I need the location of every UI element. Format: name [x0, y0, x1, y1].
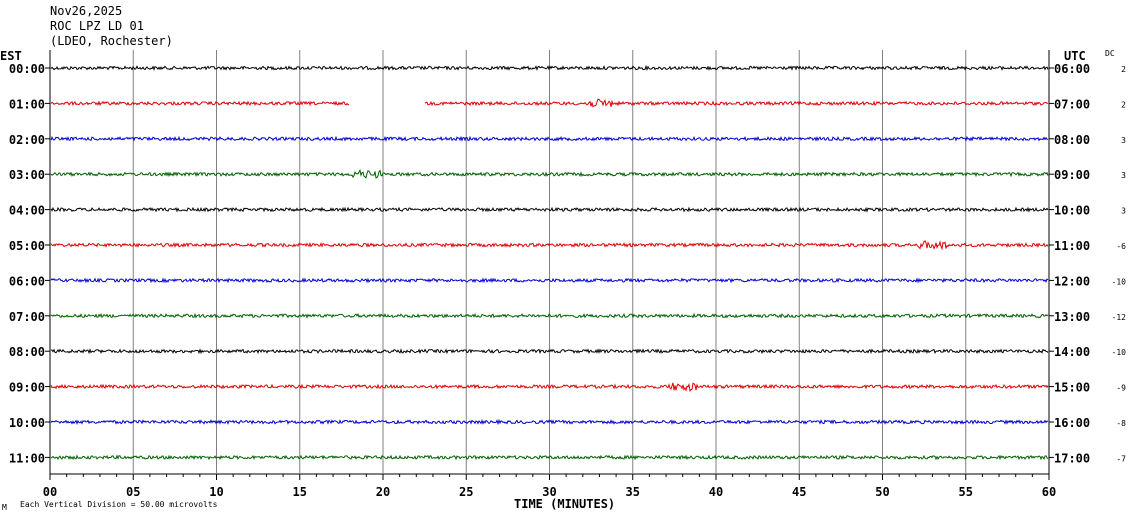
- est-time-label: 11:00: [9, 451, 45, 465]
- x-tick-label: 30: [542, 485, 556, 499]
- trace-0000: [50, 64, 1049, 72]
- dc-offset-value: -8: [1116, 419, 1126, 428]
- header-network: (LDEO, Rochester): [50, 34, 173, 48]
- utc-time-label: 08:00: [1054, 133, 1090, 147]
- trace-1100: [50, 454, 1049, 461]
- est-time-label: 03:00: [9, 168, 45, 182]
- dc-offset-value: -7: [1116, 454, 1126, 463]
- trace-0500: [50, 239, 1049, 251]
- est-time-label: 08:00: [9, 345, 45, 359]
- x-tick-label: 10: [209, 485, 223, 499]
- x-tick-label: 50: [875, 485, 889, 499]
- trace-1000: [50, 418, 1049, 426]
- dc-offset-value: -10: [1112, 348, 1127, 357]
- traces: [50, 64, 1049, 461]
- dc-offset-value: -6: [1116, 242, 1126, 251]
- est-time-label: 09:00: [9, 381, 45, 395]
- x-tick-label: 45: [792, 485, 806, 499]
- trace-0900: [50, 382, 1049, 392]
- est-label: EST: [0, 49, 22, 63]
- dc-offset-value: 2: [1121, 65, 1126, 74]
- dc-offset-value: 2: [1121, 100, 1126, 109]
- x-tick-label: 40: [709, 485, 723, 499]
- dc-label: DC: [1105, 49, 1115, 58]
- dc-offset-value: 3: [1121, 207, 1126, 216]
- dc-offset-value: -10: [1112, 277, 1127, 286]
- x-tick-label: 20: [376, 485, 390, 499]
- x-tick-label: 00: [43, 485, 57, 499]
- axis-labels: 00 05 10 15 20 25 30 35 40 45 50 55 60 00:00 06:00 2 01:…: [9, 62, 1126, 499]
- trace-0800: [50, 348, 1049, 355]
- est-time-label: 05:00: [9, 239, 45, 253]
- utc-time-label: 10:00: [1054, 204, 1090, 218]
- x-axis-title: TIME (MINUTES): [514, 497, 615, 511]
- est-time-label: 06:00: [9, 274, 45, 288]
- trace-0700: [50, 312, 1049, 319]
- dc-offset-value: -9: [1116, 384, 1126, 393]
- corner-mark: M: [2, 503, 7, 512]
- trace-0600: [50, 277, 1049, 284]
- est-time-label: 07:00: [9, 310, 45, 324]
- est-time-label: 10:00: [9, 416, 45, 430]
- utc-label: UTC: [1064, 49, 1086, 63]
- trace-0300: [50, 168, 1049, 179]
- utc-time-label: 12:00: [1054, 274, 1090, 288]
- est-time-label: 04:00: [9, 204, 45, 218]
- dc-offset-value: 3: [1121, 171, 1126, 180]
- trace-0100: [424, 98, 1049, 108]
- utc-time-label: 17:00: [1054, 451, 1090, 465]
- utc-time-label: 09:00: [1054, 168, 1090, 182]
- trace-0200: [50, 135, 1049, 142]
- est-time-label: 01:00: [9, 97, 45, 111]
- utc-time-label: 16:00: [1054, 416, 1090, 430]
- dc-offset-value: 3: [1121, 136, 1126, 145]
- trace-0100: [50, 100, 350, 107]
- x-tick-label: 05: [126, 485, 140, 499]
- utc-time-label: 07:00: [1054, 97, 1090, 111]
- est-time-label: 00:00: [9, 62, 45, 76]
- trace-0400: [50, 206, 1049, 213]
- header-date: Nov26,2025: [50, 4, 123, 18]
- utc-time-label: 11:00: [1054, 239, 1090, 253]
- est-time-label: 02:00: [9, 133, 45, 147]
- utc-time-label: 14:00: [1054, 345, 1090, 359]
- x-tick-label: 15: [293, 485, 307, 499]
- scale-note: Each Vertical Division = 50.00 microvolt…: [20, 500, 218, 509]
- grid-lines: [45, 50, 1054, 480]
- utc-time-label: 06:00: [1054, 62, 1090, 76]
- x-tick-label: 60: [1042, 485, 1056, 499]
- x-tick-label: 25: [459, 485, 473, 499]
- header-station: ROC LPZ LD 01: [50, 19, 144, 33]
- utc-time-label: 15:00: [1054, 381, 1090, 395]
- x-tick-label: 35: [626, 485, 640, 499]
- x-tick-label: 55: [959, 485, 973, 499]
- dc-offset-value: -12: [1112, 313, 1127, 322]
- utc-time-label: 13:00: [1054, 310, 1090, 324]
